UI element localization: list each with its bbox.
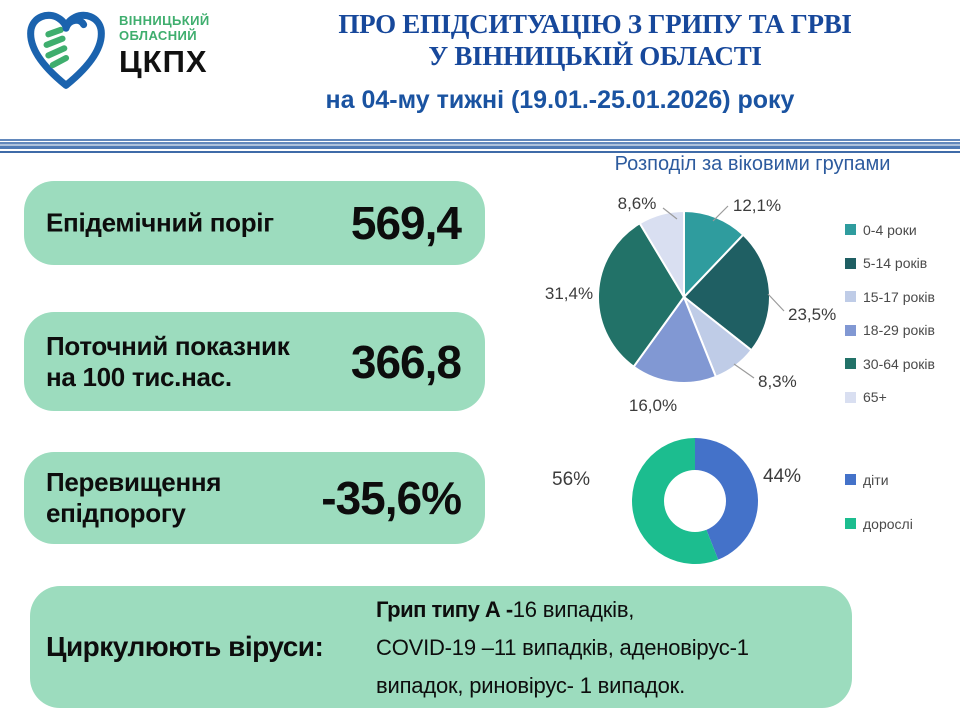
stat-value: -35,6% xyxy=(321,472,462,524)
org-logo: ВІННИЦЬКИЙ ОБЛАСНИЙ ЦКПХ xyxy=(22,6,292,98)
pie-label-0-4: 12,1% xyxy=(733,196,781,215)
donut-hole xyxy=(664,470,726,532)
pie-label-18-29: 16,0% xyxy=(629,396,677,415)
page-title-line2: У ВІННИЦЬКІЙ ОБЛАСТІ xyxy=(428,41,762,71)
legend-item-15-17: 15-17 років xyxy=(845,286,935,307)
page-title: ПРО ЕПІДСИТУАЦІЮ З ГРИПУ ТА ГРВІ У ВІННИ… xyxy=(240,8,950,72)
org-name-line1: ВІННИЦЬКИЙ xyxy=(119,13,210,28)
pie-slice xyxy=(695,438,758,560)
stat-label-line2: епідпорогу xyxy=(46,498,186,528)
legend-label: 5-14 років xyxy=(863,255,928,271)
circulating-viruses-card: Циркулюють віруси: Грип типу А -16 випад… xyxy=(30,586,852,708)
viruses-line2: COVID-19 –11 випадків, аденовірус-1 xyxy=(376,635,749,660)
legend-swatch xyxy=(845,291,856,302)
legend-label: 30-64 років xyxy=(863,355,935,372)
pie-label-30-64: 31,4% xyxy=(545,284,593,303)
viruses-label: Циркулюють віруси: xyxy=(46,631,324,662)
stat-value: 569,4 xyxy=(350,197,462,249)
legend-label: 15-17 років xyxy=(863,288,935,305)
viruses-line1: Грип типу А -16 випадків, xyxy=(376,597,635,622)
legend-item-5-14: 5-14 років xyxy=(845,253,935,274)
pie-chart-title: Розподіл за віковими групами xyxy=(614,153,891,175)
pie-data-labels: 12,1% 23,5% 8,3% 16,0% 31,4% 8,6% xyxy=(545,194,836,415)
legend-swatch xyxy=(845,518,856,529)
stat-label: Епідемічний поріг xyxy=(46,207,274,238)
pie-slices xyxy=(597,210,771,384)
legend-item-0-4: 0-4 роки xyxy=(845,219,935,240)
pie-slice xyxy=(638,210,685,298)
stat-value: 366,8 xyxy=(350,335,462,388)
legend-swatch xyxy=(845,391,856,403)
legend-swatch xyxy=(845,358,856,369)
legend-label: 65+ xyxy=(863,389,887,405)
pie-slice xyxy=(597,222,685,368)
org-name-line2: ОБЛАСНИЙ xyxy=(119,28,197,43)
legend-item-18-29: 18-29 років xyxy=(845,320,935,341)
donut-slices xyxy=(632,438,758,564)
pie-label-15-17: 8,3% xyxy=(758,372,797,391)
pie-label-65plus: 8,6% xyxy=(618,194,657,213)
pie-leader-lines xyxy=(662,205,785,379)
legend-item-30-64: 30-64 років xyxy=(845,353,935,374)
legend-item-adults: дорослі xyxy=(845,513,913,534)
legend-label: 0-4 роки xyxy=(863,221,917,238)
stat-card-epidemic-threshold: Епідемічний поріг 569,4 xyxy=(24,181,485,265)
legend-label: дорослі xyxy=(863,515,913,532)
pie-legend: 0-4 роки 5-14 років 15-17 років 18-29 ро… xyxy=(845,219,935,420)
header-divider xyxy=(0,139,960,153)
viruses-line3: випадок, риновірус- 1 випадок. xyxy=(376,673,685,698)
stat-label: Поточний показник на 100 тис.нас. xyxy=(46,330,290,393)
stat-label-line2: на 100 тис.нас. xyxy=(46,361,232,392)
pie-slice xyxy=(683,233,771,352)
page-subtitle: на 04-му тижні (19.01.-25.01.2026) року xyxy=(325,86,795,114)
legend-label: діти xyxy=(863,471,889,488)
page-title-line1: ПРО ЕПІДСИТУАЦІЮ З ГРИПУ ТА ГРВІ xyxy=(338,9,852,39)
legend-label: 18-29 років xyxy=(863,322,935,338)
legend-swatch xyxy=(845,324,856,336)
legend-item-children: діти xyxy=(845,469,913,490)
legend-swatch xyxy=(845,257,856,269)
age-pie-chart: 12,1% 23,5% 8,3% 16,0% 31,4% 8,6% xyxy=(545,194,836,415)
org-name: ВІННИЦЬКИЙ ОБЛАСНИЙ ЦКПХ xyxy=(119,13,210,77)
stat-label: Перевищення епідпорогу xyxy=(46,467,221,529)
stat-label-line1: Поточний показник xyxy=(46,330,290,361)
pie-label-5-14: 23,5% xyxy=(788,305,836,324)
pie-slice xyxy=(683,210,745,298)
pie-slice xyxy=(632,296,717,384)
legend-swatch xyxy=(845,474,856,485)
donut-label-adults: 56% xyxy=(552,469,591,490)
legend-swatch xyxy=(845,224,856,235)
legend-item-65plus: 65+ xyxy=(845,387,935,408)
org-abbr: ЦКПХ xyxy=(119,44,208,79)
stat-card-current-rate: Поточний показник на 100 тис.нас. 366,8 xyxy=(24,312,485,411)
viruses-text: Грип типу А -16 випадків, COVID-19 –11 в… xyxy=(376,591,842,705)
stat-label-line1: Перевищення xyxy=(46,467,222,497)
stat-card-threshold-excess: Перевищення епідпорогу -35,6% xyxy=(24,452,485,544)
donut-label-children: 44% xyxy=(763,466,802,487)
children-adults-donut-chart xyxy=(632,438,758,564)
donut-legend: діти дорослі xyxy=(845,469,913,557)
heart-shield-icon xyxy=(27,11,105,89)
